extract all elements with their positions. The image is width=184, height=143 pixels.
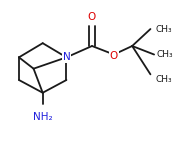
Text: O: O: [110, 51, 118, 61]
Text: NH₂: NH₂: [33, 115, 52, 125]
Text: NH₂: NH₂: [33, 112, 52, 122]
Text: CH₃: CH₃: [155, 76, 172, 85]
Text: CH₃: CH₃: [157, 50, 174, 59]
Text: N: N: [63, 52, 70, 62]
Text: CH₃: CH₃: [155, 24, 172, 33]
Text: O: O: [88, 12, 96, 22]
